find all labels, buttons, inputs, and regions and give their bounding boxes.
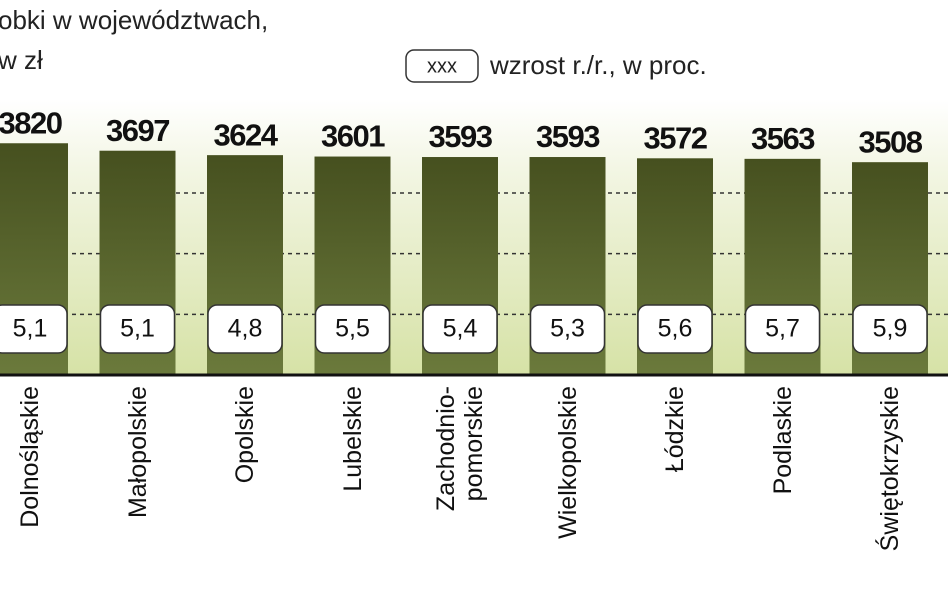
growth-label: 5,9 (873, 315, 908, 343)
growth-label: 5,4 (443, 315, 478, 343)
legend-label: wzrost r./r., w proc. (489, 50, 707, 80)
x-tick-label: Dolnośląskie (16, 386, 44, 528)
growth-box (0, 304, 68, 354)
growth-box (529, 304, 606, 354)
growth-label: 5,5 (335, 315, 370, 343)
x-tick-label: Lubelskie (338, 386, 367, 492)
growth-box (314, 304, 391, 354)
growth-box (207, 304, 283, 354)
x-tick-label: Podlaskie (768, 386, 797, 495)
growth-box (852, 304, 928, 354)
growth-box (99, 304, 176, 354)
value-label: 3601 (321, 119, 385, 154)
growth-label: 4,8 (228, 315, 263, 343)
value-label: 3697 (106, 113, 169, 148)
value-label: 3593 (536, 119, 600, 154)
growth-label: 5,7 (765, 315, 800, 343)
growth-label: 5,1 (120, 315, 155, 343)
growth-box (422, 304, 498, 354)
value-label: 3624 (214, 117, 279, 152)
value-label: 3593 (429, 119, 493, 154)
value-label: 3820 (0, 105, 62, 140)
value-label: 3508 (859, 124, 923, 159)
x-tick-label: Świętokrzyskie (876, 386, 904, 552)
bars: 3820 5,1 3697 5,1 3624 4,8 3601 5,5 3593 5,4 3593 5… (0, 105, 928, 375)
x-tick-label: Wielkopolskie (553, 386, 582, 539)
growth-box (637, 304, 713, 354)
x-tick-label: Łódzkie (661, 386, 689, 473)
growth-box (744, 304, 821, 354)
value-label: 3563 (751, 121, 815, 156)
growth-label: 5,1 (13, 315, 48, 343)
growth-label: 5,6 (658, 315, 693, 343)
value-label: 3572 (644, 120, 707, 155)
x-tick-label: Opolskie (231, 386, 259, 484)
chart-subtitle: w zł (0, 45, 43, 75)
x-tick-label: Zachodnio- pomorskie (432, 386, 488, 512)
legend-sample: xxx (427, 55, 457, 77)
x-tick-label: Małopolskie (123, 386, 152, 519)
growth-label: 5,3 (550, 315, 585, 343)
legend-swatch (405, 49, 479, 83)
chart-title: obki w województwach, (0, 5, 268, 35)
